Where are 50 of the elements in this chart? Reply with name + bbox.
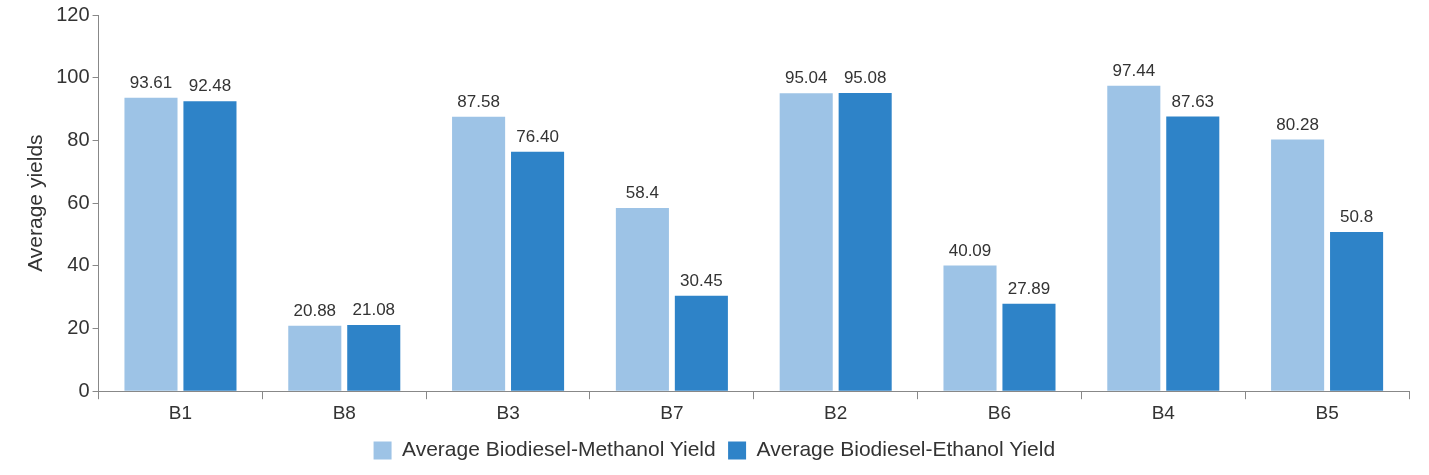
bar <box>1002 303 1056 391</box>
data-label: 87.63 <box>1171 91 1215 111</box>
data-label: 20.88 <box>293 300 337 320</box>
bar <box>1166 116 1220 391</box>
data-label: 50.8 <box>1340 207 1374 227</box>
y-tick-label: 40 <box>67 253 90 276</box>
data-label: 87.58 <box>457 91 500 111</box>
bar <box>674 295 728 391</box>
bar <box>779 93 833 391</box>
data-label: 76.40 <box>516 126 559 146</box>
x-tick-label: B1 <box>168 401 193 423</box>
x-tick-label: B7 <box>660 401 684 423</box>
data-label: 27.89 <box>1007 278 1051 298</box>
bar <box>1107 85 1161 391</box>
data-label: 21.08 <box>352 300 396 320</box>
bar <box>838 93 892 391</box>
bar <box>124 97 178 391</box>
y-tick-label: 20 <box>67 316 90 339</box>
data-label: 58.4 <box>625 183 659 203</box>
data-label: 97.44 <box>1112 60 1156 80</box>
x-tick-label: B2 <box>824 401 848 423</box>
bar <box>183 101 237 391</box>
data-label: 30.45 <box>680 270 723 290</box>
x-tick-label: B3 <box>496 401 520 423</box>
bar <box>452 116 506 391</box>
data-label: 40.09 <box>948 240 992 260</box>
data-label: 95.08 <box>843 68 887 88</box>
x-tick-label: B6 <box>987 401 1012 423</box>
y-tick-label: 0 <box>78 378 90 401</box>
legend-label: Average Biodiesel-Methanol Yield <box>402 437 716 461</box>
bar <box>943 265 997 391</box>
y-tick-label: 100 <box>56 65 90 88</box>
bar <box>511 151 565 391</box>
data-label: 95.04 <box>784 68 828 88</box>
bar <box>288 325 342 391</box>
bar <box>1330 231 1384 391</box>
data-label: 80.28 <box>1276 114 1319 134</box>
legend-label: Average Biodiesel-Ethanol Yield <box>756 437 1056 461</box>
data-label: 92.48 <box>188 76 232 96</box>
y-tick-label: 120 <box>56 2 90 25</box>
y-axis-title: Average yields <box>23 134 47 272</box>
bar <box>1271 139 1325 391</box>
data-label: 93.61 <box>129 72 173 92</box>
bar <box>615 208 669 391</box>
y-tick-label: 60 <box>67 190 90 213</box>
y-tick-label: 80 <box>67 127 90 150</box>
bar <box>347 325 401 391</box>
x-tick-label: B8 <box>332 401 356 423</box>
x-tick-label: B5 <box>1315 401 1339 423</box>
x-tick-label: B4 <box>1151 401 1176 423</box>
